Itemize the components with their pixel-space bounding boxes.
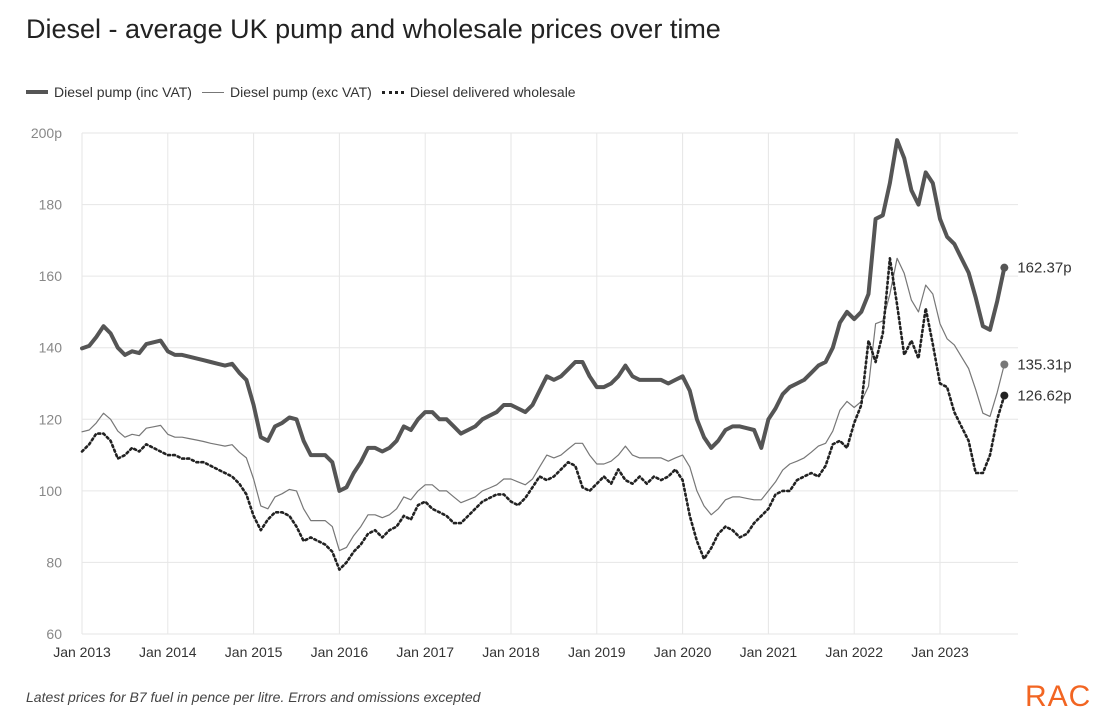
rac-logo: RAC — [1025, 680, 1092, 713]
legend-swatch-wholesale — [381, 90, 404, 94]
series-end-label: 162.37p — [1017, 260, 1071, 277]
y-tick-label: 100 — [39, 483, 63, 499]
legend-label-wholesale: Diesel delivered wholesale — [409, 84, 576, 100]
line-chart: 60 80 100 120 140 160 180 200p Jan 2013 Jan 2014 J… — [31, 125, 1072, 660]
x-tick-label: Jan 2014 — [139, 644, 197, 660]
footnote: Latest prices for B7 fuel in pence per l… — [26, 689, 481, 705]
series-end-point — [1000, 263, 1009, 272]
series-line-pump-exc-vat — [81, 257, 1005, 552]
x-tick-label: Jan 2019 — [568, 644, 626, 660]
y-tick-label: 120 — [39, 411, 63, 427]
x-tick-label: Jan 2021 — [740, 644, 798, 660]
x-tick-label: Jan 2020 — [654, 644, 712, 660]
x-tick-label: Jan 2017 — [396, 644, 454, 660]
series-end-point — [1000, 360, 1009, 369]
y-tick-label: 160 — [39, 268, 63, 284]
y-tick-label: 200p — [31, 125, 62, 141]
x-tick-label: Jan 2016 — [311, 644, 369, 660]
y-tick-label: 60 — [46, 626, 62, 642]
series-end-label: 126.62p — [1017, 388, 1071, 405]
chart-title: Diesel - average UK pump and wholesale p… — [26, 14, 721, 44]
x-tick-label: Jan 2018 — [482, 644, 540, 660]
legend-item-pump-exc-vat: Diesel pump (exc VAT) — [201, 84, 372, 100]
legend-label-pump-inc-vat: Diesel pump (inc VAT) — [54, 84, 192, 100]
series-line-pump-inc-vat — [80, 138, 1007, 493]
chart-legend: Diesel pump (inc VAT) Diesel pump (exc V… — [26, 84, 586, 100]
series-end-point — [1000, 391, 1009, 400]
legend-swatch-pump-inc-vat — [26, 90, 48, 94]
series-line-wholesale — [80, 257, 1006, 571]
x-tick-label: Jan 2015 — [225, 644, 283, 660]
legend-label-pump-exc-vat: Diesel pump (exc VAT) — [229, 84, 372, 100]
y-tick-label: 180 — [39, 197, 63, 213]
y-tick-label: 140 — [39, 340, 63, 356]
legend-item-pump-inc-vat: Diesel pump (inc VAT) — [26, 84, 192, 100]
y-tick-label: 80 — [46, 554, 62, 570]
legend-item-wholesale: Diesel delivered wholesale — [381, 84, 576, 100]
x-tick-label: Jan 2022 — [825, 644, 883, 660]
legend-swatch-pump-exc-vat — [201, 91, 224, 93]
series-end-label: 135.31p — [1017, 356, 1071, 373]
x-tick-label: Jan 2023 — [911, 644, 969, 660]
x-tick-label: Jan 2013 — [53, 644, 111, 660]
